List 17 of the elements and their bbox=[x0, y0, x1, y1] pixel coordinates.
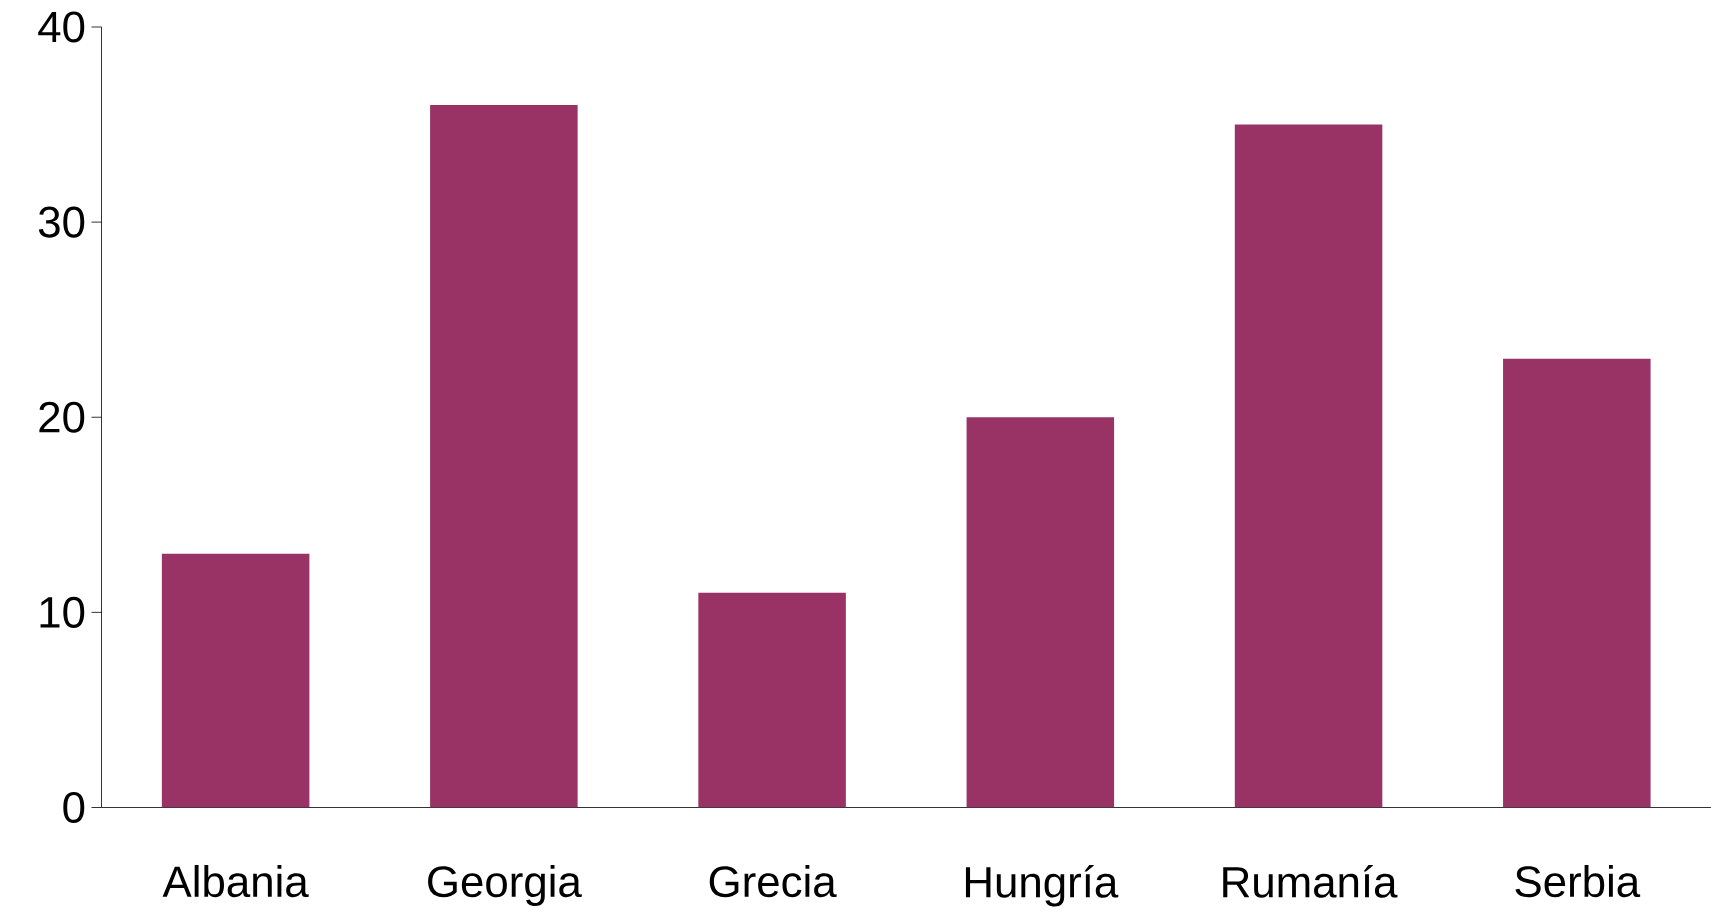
x-tick-label: Georgia bbox=[428, 865, 582, 906]
y-tick-label: 0 bbox=[63, 791, 85, 824]
x-tick-label: Hungría bbox=[965, 865, 1119, 907]
bar bbox=[698, 592, 846, 808]
bar bbox=[161, 553, 310, 808]
x-tick-label: Grecia bbox=[709, 865, 837, 898]
bar bbox=[1503, 358, 1651, 808]
bar bbox=[1234, 124, 1383, 808]
y-tick-label: 40 bbox=[38, 11, 85, 43]
x-tick-label: Albania bbox=[162, 865, 309, 898]
bar bbox=[430, 105, 578, 808]
x-tick-label: Rumanía bbox=[1223, 865, 1398, 898]
x-tick-label: Serbia bbox=[1515, 865, 1641, 898]
y-tick-label: 30 bbox=[38, 206, 85, 238]
y-tick-label: 20 bbox=[39, 401, 85, 433]
y-tick-label: 10 bbox=[40, 596, 85, 628]
bar bbox=[966, 417, 1115, 808]
